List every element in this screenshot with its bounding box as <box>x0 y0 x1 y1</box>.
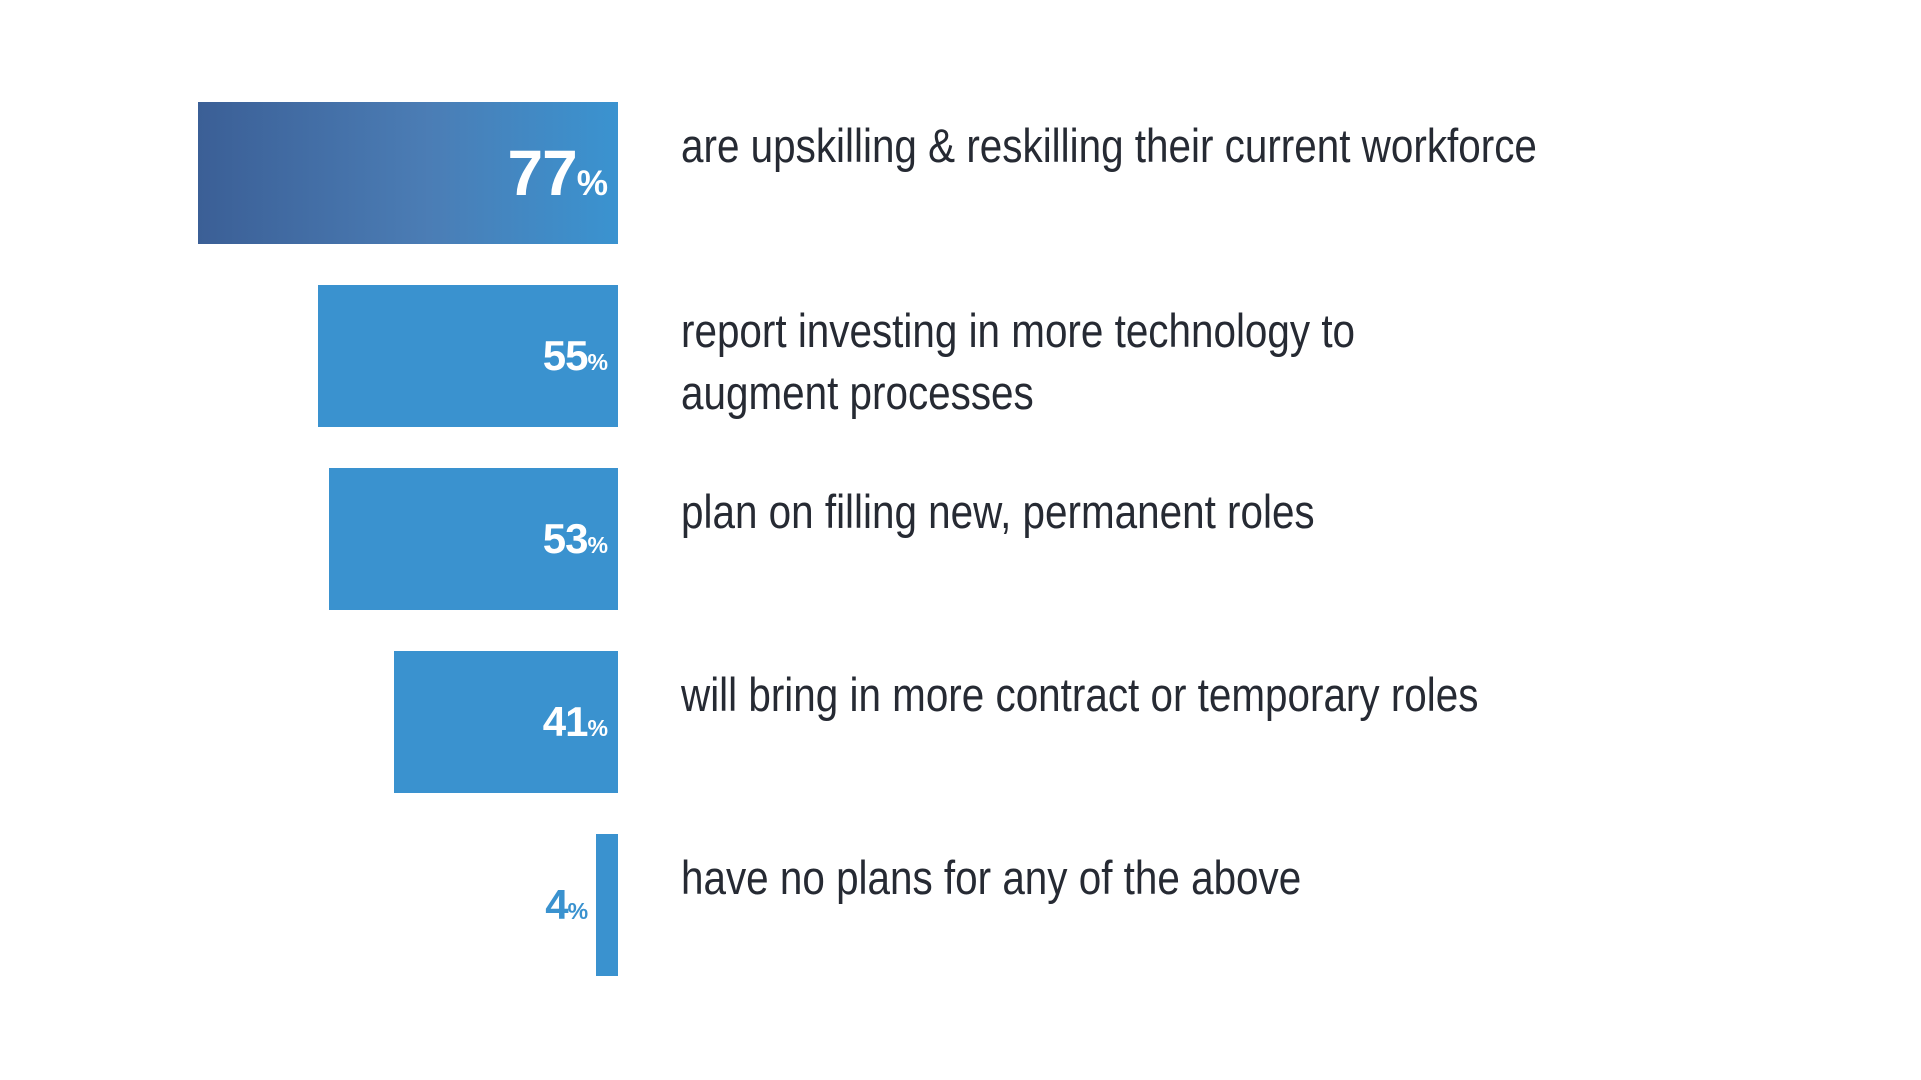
category-label-line: report investing in more technology to <box>681 304 1356 357</box>
bar-value-unit: % <box>587 532 608 558</box>
category-label-1: are upskilling & reskilling their curren… <box>681 115 1537 177</box>
bar-value-number: 77 <box>507 137 578 209</box>
category-label-5: have no plans for any of the above <box>681 847 1301 909</box>
category-label-3: plan on filling new, permanent roles <box>681 481 1315 543</box>
category-label-line: plan on filling new, permanent roles <box>681 485 1315 538</box>
bar-value-unit: % <box>567 898 589 924</box>
bar-value-unit: % <box>576 164 608 203</box>
category-label-2: report investing in more technology to au… <box>681 300 1355 424</box>
bar-value-label-5: 4% <box>545 884 588 926</box>
category-label-line: augment processes <box>681 366 1034 419</box>
category-label-line: will bring in more contract or temporary… <box>681 668 1479 721</box>
bar-2 <box>318 285 618 427</box>
category-label-4: will bring in more contract or temporary… <box>681 664 1478 726</box>
bar-value-label-3: 53% <box>543 518 608 560</box>
bar-value-number: 4 <box>545 881 568 928</box>
category-label-line: are upskilling & reskilling their curren… <box>681 119 1537 172</box>
bar-value-label-2: 55% <box>543 335 608 377</box>
bar-value-label-1: 77% <box>508 141 608 205</box>
bar-4 <box>394 651 618 793</box>
bar-value-number: 55 <box>542 332 589 379</box>
bar-value-number: 53 <box>542 515 589 562</box>
bar-5 <box>596 834 618 976</box>
bar-value-unit: % <box>587 349 608 375</box>
bar-value-number: 41 <box>542 698 589 745</box>
bar-value-unit: % <box>587 715 608 741</box>
bar-value-label-4: 41% <box>543 701 608 743</box>
category-label-line: have no plans for any of the above <box>681 851 1302 904</box>
bar-1 <box>198 102 618 244</box>
bar-3 <box>328 468 618 610</box>
